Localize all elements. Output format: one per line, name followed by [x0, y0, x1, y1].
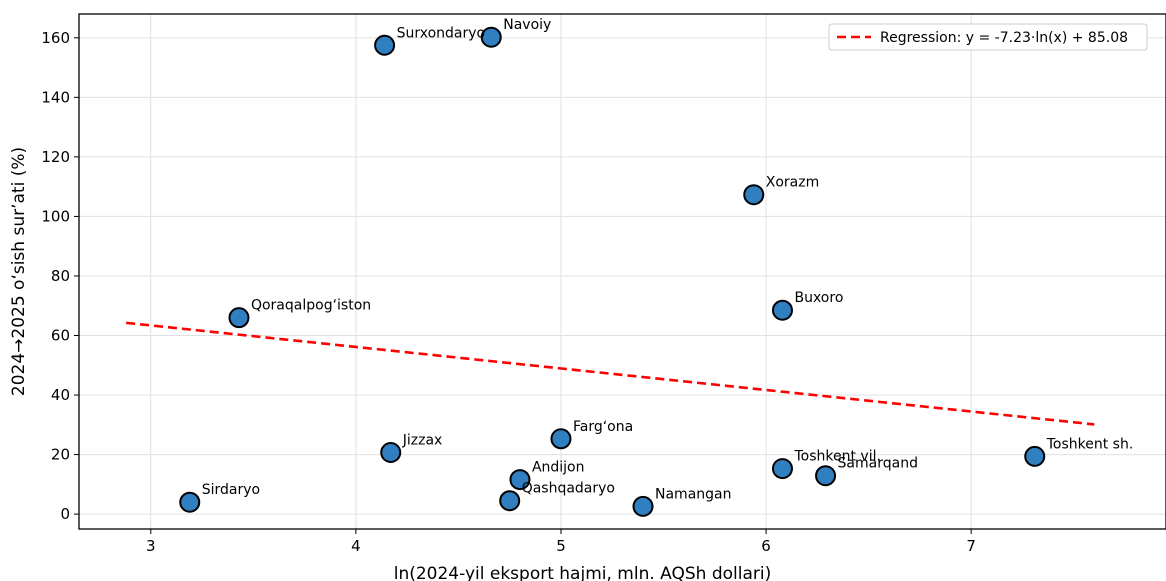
data-point: [632, 495, 654, 517]
data-points: [179, 26, 1046, 517]
axis-ticks: 3 4 5 6 7 0 20 40 60 80 100 120 140 160: [41, 29, 976, 555]
point-labels: Surxondaryo Navoiy Xorazm Qoraqalpogʻiston B…: [202, 17, 1134, 502]
data-point: [550, 428, 572, 450]
y-tick-label: 140: [41, 88, 70, 106]
point-label: Qashqadaryo: [522, 481, 615, 497]
legend: Regression: y = -7.23·ln(x) + 85.08: [828, 23, 1148, 51]
data-point: [380, 441, 402, 463]
data-point: [815, 465, 837, 487]
data-point: [1024, 445, 1046, 467]
point-label: Qoraqalpogʻiston: [251, 298, 371, 314]
point-label: Jizzax: [402, 432, 443, 448]
point-label: Xorazm: [766, 175, 819, 191]
y-tick-label: 100: [41, 207, 70, 225]
data-point: [374, 34, 396, 56]
x-tick-label: 7: [966, 537, 976, 555]
y-tick-label: 120: [41, 148, 70, 166]
plot-frame: [78, 13, 1166, 530]
point-label: Navoiy: [503, 17, 551, 33]
y-tick-label: 60: [51, 327, 70, 345]
point-label: Fargʻona: [573, 419, 633, 435]
data-point: [480, 26, 502, 48]
data-point: [771, 299, 793, 321]
grid-lines: [79, 14, 1166, 529]
x-tick-label: 5: [556, 537, 566, 555]
x-tick-label: 3: [146, 537, 156, 555]
point-label: Buxoro: [794, 290, 843, 306]
x-tick-label: 6: [761, 537, 771, 555]
point-label: Toshkent vil.: [793, 449, 880, 465]
point-label: Namangan: [655, 486, 731, 502]
data-point: [771, 458, 793, 480]
point-label: Sirdaryo: [202, 482, 260, 498]
x-axis-label: ln(2024-yil eksport hajmi, mln. AQSh dol…: [394, 564, 772, 581]
point-label: Surxondaryo: [397, 25, 486, 41]
data-point: [228, 307, 250, 329]
x-tick-label: 4: [351, 537, 361, 555]
legend-box: [828, 23, 1148, 51]
y-axis-label: 2024→2025 oʻsish surʼati (%): [9, 147, 29, 396]
y-tick-label: 160: [41, 29, 70, 47]
regression-layer: [126, 321, 1095, 426]
point-label: Toshkent sh.: [1046, 436, 1134, 452]
data-point: [509, 469, 531, 491]
y-tick-label: 40: [51, 386, 70, 404]
point-label: Andijon: [532, 460, 585, 476]
y-tick-label: 0: [60, 505, 70, 523]
data-point: [743, 184, 765, 206]
legend-regression-label: Regression: y = -7.23·ln(x) + 85.08: [880, 30, 1128, 46]
regression-line: [126, 321, 1095, 426]
y-tick-label: 20: [51, 446, 70, 464]
y-tick-label: 80: [51, 267, 70, 285]
data-point: [179, 491, 201, 513]
point-label: Samarqand: [838, 456, 918, 472]
data-point: [499, 490, 521, 512]
